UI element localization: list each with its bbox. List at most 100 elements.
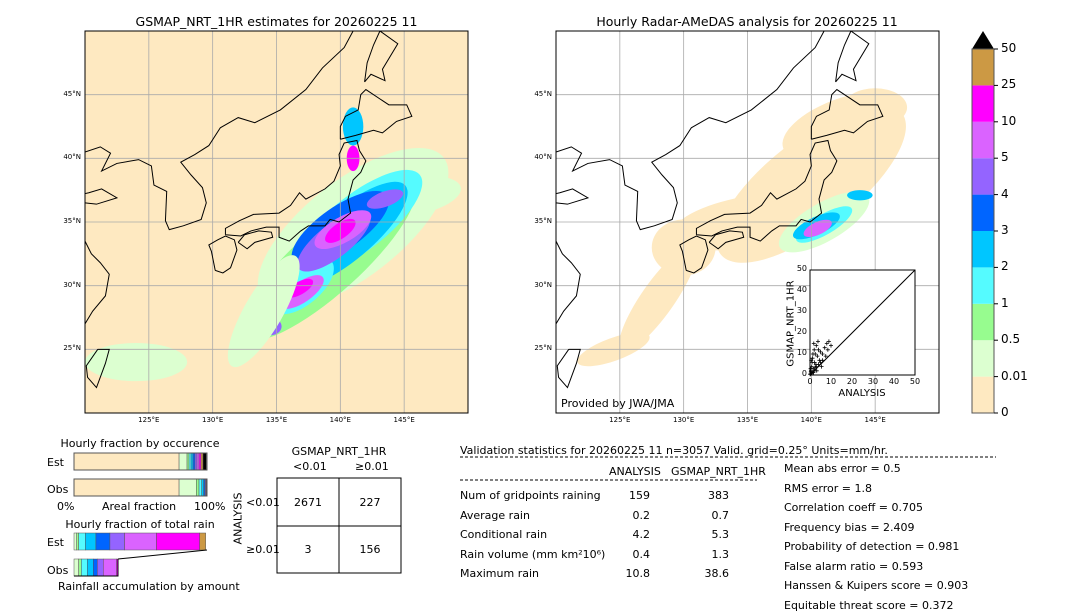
colorbar-label: 10 xyxy=(1001,113,1017,128)
scatter-point xyxy=(822,345,827,350)
occ-obs-frame xyxy=(73,478,208,497)
stats-g: 38.6 xyxy=(704,567,730,581)
rain-xlabel: Rainfall accumulation by amount xyxy=(58,580,240,593)
scatter-point xyxy=(823,354,828,359)
rain-fraction-title: Hourly fraction of total rain xyxy=(65,518,215,531)
fraction-bar-segment xyxy=(202,452,207,471)
fraction-bar-segment xyxy=(200,452,204,471)
rain-obs-outline xyxy=(74,559,119,577)
scatter-diagonal xyxy=(809,269,916,376)
occ-tick-0: 0% xyxy=(57,500,75,513)
colorbar-segment xyxy=(972,303,994,341)
row-label-lt: <0.01 xyxy=(246,496,280,509)
coastline xyxy=(810,88,884,140)
scatter-point xyxy=(812,360,817,365)
lat-tick-label: 25°N xyxy=(534,344,552,353)
coastline xyxy=(224,139,367,242)
colorbar-segment xyxy=(972,340,994,377)
colorbar-label: 3 xyxy=(1001,223,1009,237)
scatter-point xyxy=(812,347,817,352)
coastline xyxy=(85,348,110,389)
colorbar-segment xyxy=(972,49,994,86)
lat-tick-label: 45°N xyxy=(534,89,552,98)
provider-note: Provided by JWA/JMA xyxy=(561,397,675,410)
fraction-bar-segment xyxy=(73,532,77,551)
scatter-ylabel: GSMAP_NRT_1HR xyxy=(785,280,797,367)
lon-tick-label: 130°E xyxy=(202,416,224,424)
scatter-xlabel: ANALYSIS xyxy=(838,388,886,399)
score-item: Mean abs error = 0.5 xyxy=(784,462,901,475)
col-label-lt: <0.01 xyxy=(293,460,327,473)
colorbar-label: 0 xyxy=(1001,405,1009,419)
colorbar-segment xyxy=(972,194,994,231)
fraction-bar-segment xyxy=(103,558,117,577)
lon-tick-label: 145°E xyxy=(393,416,415,424)
stats-label: Conditional rain xyxy=(460,528,548,542)
scatter-point xyxy=(820,358,825,363)
fraction-bar-segment xyxy=(156,532,200,551)
stats-a: 0.4 xyxy=(632,547,651,561)
stats-a: 0.2 xyxy=(632,508,651,522)
score-item: Frequency bias = 2.409 xyxy=(784,520,915,534)
cell-11: 156 xyxy=(359,543,381,556)
stats-label: Maximum rain xyxy=(460,567,539,581)
scatter-point xyxy=(811,341,816,346)
fraction-bar-segment xyxy=(178,452,188,471)
row-title: ANALYSIS xyxy=(231,492,245,545)
colorbar-segment xyxy=(972,376,994,413)
lon-tick-label: 135°E xyxy=(736,416,759,424)
scatter-y-tick: 10 xyxy=(796,348,807,357)
lon-tick-label: 145°E xyxy=(864,416,886,424)
rain-est-label: Est xyxy=(47,536,64,549)
scatter-point xyxy=(809,358,814,363)
coastline xyxy=(556,31,825,231)
fraction-bar-segment xyxy=(81,558,88,577)
stats-label: Num of gridpoints raining xyxy=(460,489,601,502)
coastline xyxy=(556,348,581,389)
coastline xyxy=(339,88,413,140)
fraction-bar-segment xyxy=(76,532,79,551)
stats-g: 0.7 xyxy=(711,508,730,522)
colorbar-segment xyxy=(972,267,994,304)
scatter-x-tick: 30 xyxy=(867,377,879,386)
scatter-point xyxy=(824,341,829,346)
scatter-point xyxy=(814,368,819,373)
scatter-point xyxy=(826,339,831,344)
rain-area xyxy=(366,189,404,209)
occ-tick-100: 100% xyxy=(194,500,226,513)
cell-10: 3 xyxy=(304,543,312,556)
gsmap-map xyxy=(84,30,469,414)
colorbar-label: 4 xyxy=(1001,186,1009,201)
rain-area xyxy=(85,342,188,382)
cell-00: 2671 xyxy=(294,496,322,509)
score-item: Equitable threat score = 0.372 xyxy=(784,598,954,612)
fraction-bar-segment xyxy=(78,532,86,551)
row-label-ge: ≥0.01 xyxy=(246,543,280,556)
fraction-bar-segment xyxy=(93,558,98,577)
fraction-bar-segment xyxy=(85,532,97,551)
map-frame xyxy=(84,30,469,414)
colorbar-label: 50 xyxy=(1001,41,1017,55)
left-map-title: GSMAP_NRT_1HR estimates for 20260225 11 xyxy=(135,14,418,29)
fraction-bar-segment xyxy=(190,452,194,471)
fraction-bar-segment xyxy=(201,478,204,497)
scatter-point xyxy=(818,349,823,354)
fraction-bar-segment xyxy=(198,452,202,471)
lon-tick-label: 130°E xyxy=(673,416,695,424)
coastline xyxy=(835,31,870,83)
lon-tick-label: 135°E xyxy=(265,416,288,424)
coastline xyxy=(208,235,238,274)
stats-label: Rain volume (mm km²10⁶) xyxy=(460,547,606,561)
fraction-bar-segment xyxy=(73,478,180,497)
col-label-ge: ≥0.01 xyxy=(355,460,389,473)
rain-area xyxy=(847,190,873,201)
lat-tick-label: 35°N xyxy=(63,217,81,225)
cell-01: 227 xyxy=(359,496,381,509)
fraction-bar-segment xyxy=(95,532,111,551)
stats-a: 159 xyxy=(629,489,650,502)
stats-header: Validation statistics for 20260225 11 n=… xyxy=(460,444,888,457)
colorbar-segment xyxy=(972,121,994,159)
coastline xyxy=(85,188,119,205)
stats-g: 383 xyxy=(708,489,729,502)
